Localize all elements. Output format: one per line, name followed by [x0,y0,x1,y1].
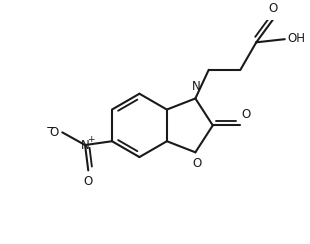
Text: O: O [84,175,93,188]
Text: O: O [49,126,59,139]
Text: O: O [241,108,251,121]
Text: +: + [87,135,94,144]
Text: OH: OH [287,32,305,45]
Text: N: N [192,80,201,93]
Text: N: N [81,139,90,152]
Text: O: O [268,2,277,15]
Text: O: O [193,157,202,170]
Text: −: − [46,121,55,134]
